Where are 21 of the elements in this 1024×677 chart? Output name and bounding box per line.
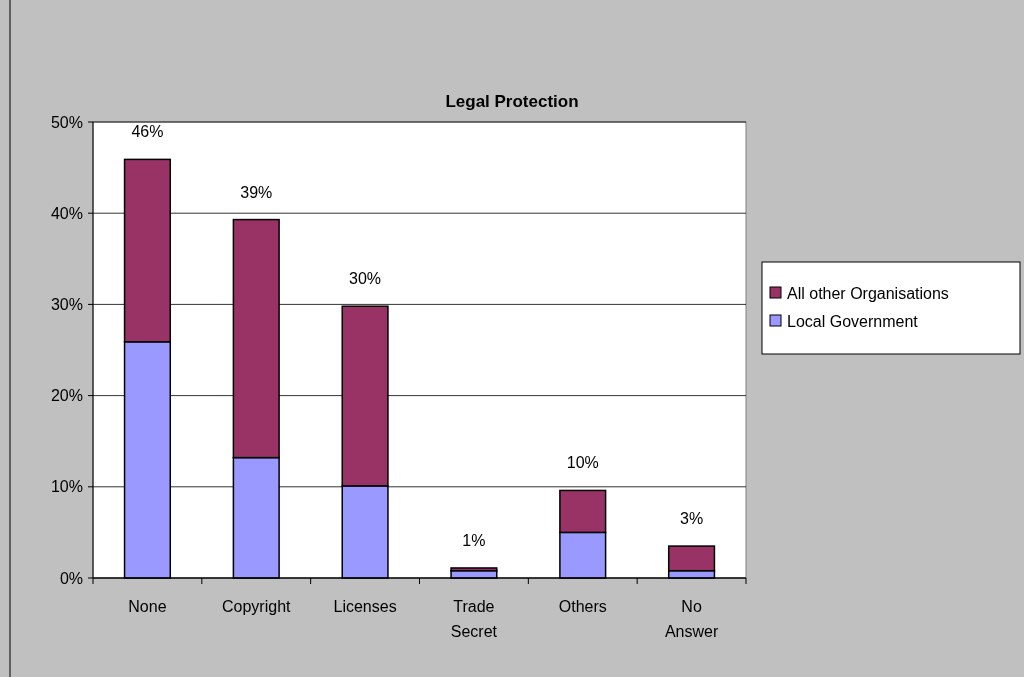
- x-tick-label: Trade Secret: [450, 598, 498, 640]
- total-label: 30%: [349, 270, 382, 288]
- x-tick-label: Licenses: [333, 598, 397, 615]
- x-tick-label: No Answer: [664, 598, 719, 640]
- total-label: 39%: [240, 183, 273, 201]
- legend-label: Local Government: [787, 312, 919, 330]
- y-tick-label: 30%: [50, 296, 83, 313]
- y-tick-label: 10%: [50, 478, 83, 496]
- legend-label: All other Organisations: [787, 284, 949, 302]
- y-tick-label: 40%: [50, 204, 83, 222]
- total-label: 1%: [462, 531, 486, 549]
- x-tick-label: None: [128, 598, 167, 615]
- total-label: 10%: [566, 454, 599, 472]
- total-label: 3%: [680, 510, 704, 528]
- y-tick-label: 20%: [50, 387, 83, 405]
- x-tick-label: Others: [558, 598, 607, 615]
- x-tick-label: Copyright: [222, 598, 292, 615]
- y-tick-label: 50%: [50, 113, 83, 131]
- y-tick-label: 0%: [59, 569, 83, 587]
- chart-title: Legal Protection: [445, 92, 579, 111]
- total-label: 46%: [131, 123, 164, 141]
